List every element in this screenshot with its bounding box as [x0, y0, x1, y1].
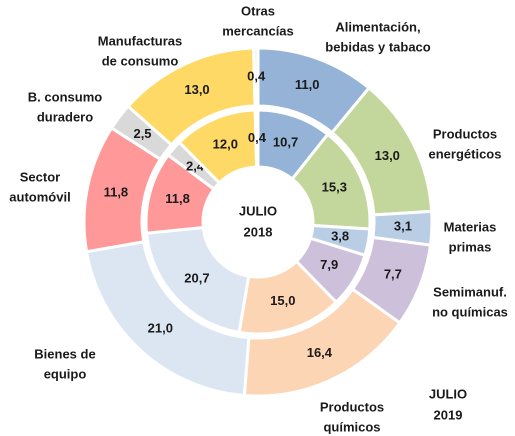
value-label: 13,0	[184, 82, 209, 97]
series-label: 2019	[434, 407, 463, 422]
donut-slice	[253, 108, 260, 169]
category-label: equipo	[44, 366, 87, 381]
value-label: 2,5	[133, 126, 151, 141]
category-label: químicos	[323, 419, 380, 434]
category-label: energéticos	[429, 146, 502, 161]
value-label: 15,3	[322, 180, 347, 195]
series-label: JULIO	[429, 386, 467, 401]
value-label: 11,0	[295, 77, 320, 92]
category-label: B. consumo	[28, 89, 102, 104]
value-label: 12,0	[213, 137, 238, 152]
value-label: 0,4	[248, 130, 267, 145]
value-label: 3,1	[394, 219, 412, 234]
category-label: Otras	[241, 3, 275, 18]
value-label: 11,8	[104, 185, 129, 200]
category-label: Alimentación,	[335, 19, 420, 34]
donut-slice	[144, 225, 251, 335]
series-label: JULIO	[239, 203, 277, 218]
value-label: 15,0	[270, 293, 295, 308]
category-label: Sector	[20, 169, 60, 184]
value-label: 11,8	[165, 191, 190, 206]
value-label: 7,9	[320, 257, 338, 272]
value-label: 7,7	[384, 267, 402, 282]
category-label: automóvil	[9, 189, 70, 204]
value-label: 21,0	[148, 321, 173, 336]
category-label: Semimanuf.	[433, 284, 507, 299]
value-label: 20,7	[184, 270, 209, 285]
series-label: 2018	[244, 224, 273, 239]
category-label: Productos	[433, 126, 497, 141]
category-label: primas	[449, 239, 492, 254]
donut-slice	[252, 46, 260, 108]
category-label: de consumo	[102, 53, 179, 68]
category-label: Manufacturas	[98, 33, 183, 48]
value-label: 0,4	[247, 68, 266, 83]
value-label: 3,8	[331, 229, 349, 244]
value-label: 13,0	[375, 148, 400, 163]
category-label: Bienes de	[34, 346, 95, 361]
category-label: duradero	[37, 109, 93, 124]
value-label: 16,4	[307, 345, 333, 360]
category-label: no químicas	[432, 304, 508, 319]
value-label: 10,7	[273, 135, 298, 150]
category-label: mercancías	[222, 23, 294, 38]
category-label: Productos	[320, 399, 384, 414]
category-label: bebidas y tabaco	[325, 39, 431, 54]
category-label: Materias	[444, 219, 497, 234]
